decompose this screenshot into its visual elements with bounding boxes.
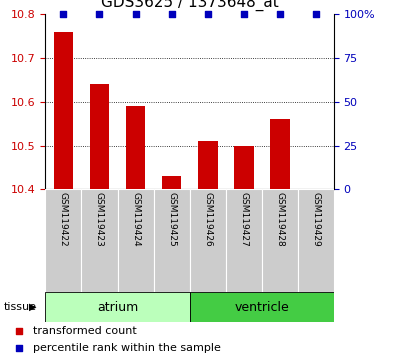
Bar	[45, 292, 190, 322]
Point	[96, 11, 103, 17]
Bar	[118, 189, 154, 292]
Text: transformed count: transformed count	[32, 326, 136, 336]
Point	[168, 11, 175, 17]
Bar	[154, 189, 190, 292]
Bar	[234, 145, 254, 189]
Bar	[162, 176, 181, 189]
Bar	[81, 189, 118, 292]
Bar	[226, 189, 261, 292]
Bar	[54, 32, 73, 189]
Text: atrium: atrium	[97, 301, 138, 314]
Text: GSM119427: GSM119427	[239, 193, 248, 247]
Point	[16, 346, 23, 351]
Point	[132, 11, 139, 17]
Text: GSM119422: GSM119422	[59, 193, 68, 247]
Point	[312, 11, 319, 17]
Bar	[190, 189, 226, 292]
Text: ventricle: ventricle	[234, 301, 289, 314]
Text: GSM119423: GSM119423	[95, 193, 104, 247]
Bar	[90, 84, 109, 189]
Point	[276, 11, 283, 17]
Bar	[190, 292, 334, 322]
Bar	[198, 141, 218, 189]
Text: GSM119428: GSM119428	[275, 193, 284, 247]
Bar	[298, 189, 334, 292]
Point	[241, 11, 247, 17]
Text: ▶: ▶	[29, 302, 36, 312]
Bar	[126, 106, 145, 189]
Title: GDS3625 / 1373648_at: GDS3625 / 1373648_at	[101, 0, 278, 11]
Point	[16, 328, 23, 334]
Bar	[270, 119, 290, 189]
Bar	[261, 189, 298, 292]
Bar	[45, 189, 81, 292]
Text: GSM119429: GSM119429	[311, 193, 320, 247]
Text: GSM119424: GSM119424	[131, 193, 140, 247]
Text: tissue: tissue	[4, 302, 37, 312]
Point	[205, 11, 211, 17]
Text: GSM119426: GSM119426	[203, 193, 212, 247]
Text: percentile rank within the sample: percentile rank within the sample	[32, 343, 220, 353]
Text: GSM119425: GSM119425	[167, 193, 176, 247]
Point	[60, 11, 67, 17]
